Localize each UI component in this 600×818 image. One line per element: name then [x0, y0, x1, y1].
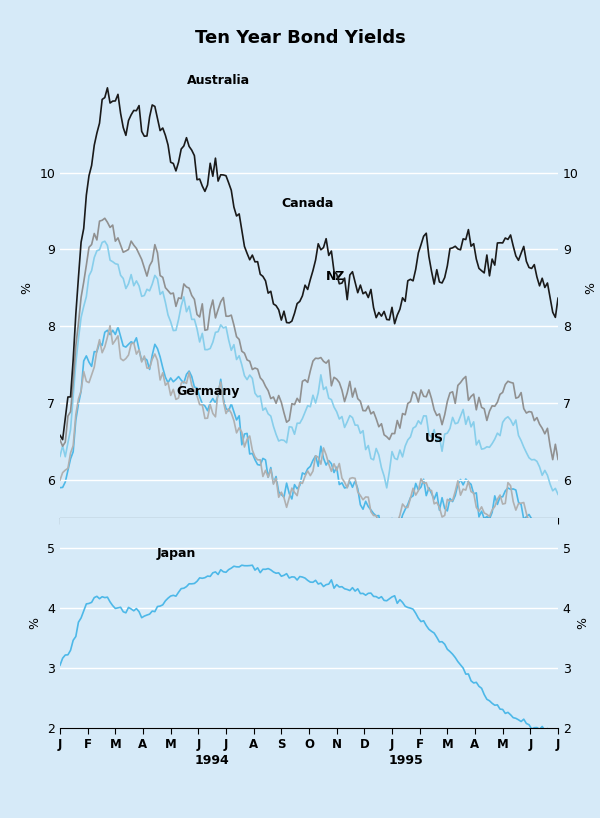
- Y-axis label: %: %: [21, 282, 34, 294]
- Y-axis label: %: %: [29, 618, 41, 629]
- Text: 1995: 1995: [388, 754, 423, 767]
- Text: NZ: NZ: [326, 270, 345, 283]
- Text: Australia: Australia: [187, 74, 250, 88]
- Text: Germany: Germany: [176, 385, 239, 398]
- Y-axis label: %: %: [584, 282, 597, 294]
- Y-axis label: %: %: [577, 618, 589, 629]
- Text: 1994: 1994: [195, 754, 230, 767]
- Text: Ten Year Bond Yields: Ten Year Bond Yields: [194, 29, 406, 47]
- Text: Japan: Japan: [157, 547, 196, 560]
- Text: Canada: Canada: [281, 197, 334, 210]
- Text: US: US: [425, 432, 444, 444]
